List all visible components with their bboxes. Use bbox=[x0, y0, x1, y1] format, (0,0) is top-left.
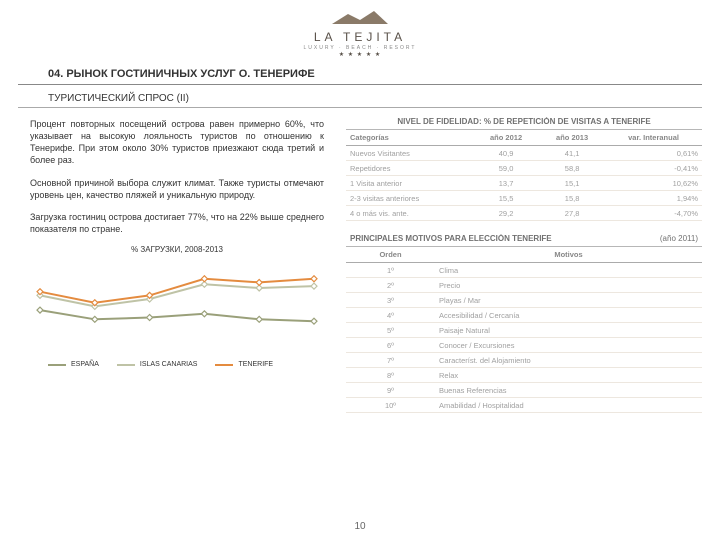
occupancy-line-chart bbox=[32, 258, 322, 353]
legend-item: ESPAÑA bbox=[48, 361, 99, 368]
chart-legend: ESPAÑA ISLAS CANARIAS TENERIFE bbox=[30, 361, 324, 368]
table-row: 6ºConocer / Excursiones bbox=[346, 338, 702, 353]
table-row: 10ºAmabilidad / Hospitalidad bbox=[346, 398, 702, 413]
legend-swatch bbox=[117, 364, 135, 366]
page-number: 10 bbox=[0, 521, 720, 532]
legend-swatch bbox=[48, 364, 66, 366]
table-row: 3ºPlayas / Mar bbox=[346, 293, 702, 308]
table2-title-row: PRINCIPALES MOTIVOS PARA ELECCIÓN TENERI… bbox=[346, 231, 702, 247]
left-column: Процент повторных посещений острова раве… bbox=[18, 112, 336, 413]
legend-label: ISLAS CANARIAS bbox=[140, 361, 198, 368]
table-row: Nuevos Visitantes40,941,10,61% bbox=[346, 146, 702, 161]
legend-item: ISLAS CANARIAS bbox=[117, 361, 198, 368]
section-subtitle: ТУРИСТИЧЕСКИЙ СПРОС (II) bbox=[18, 85, 702, 108]
brand-logo: LA TEJITA LUXURY · BEACH · RESORT ★ ★ ★ … bbox=[0, 0, 720, 58]
legend-label: ESPAÑA bbox=[71, 361, 99, 368]
table-row: 2ºPrecio bbox=[346, 278, 702, 293]
legend-item: TENERIFE bbox=[215, 361, 273, 368]
table-row: 5ºPaisaje Natural bbox=[346, 323, 702, 338]
content-columns: Процент повторных посещений острова раве… bbox=[0, 112, 720, 413]
table2-year: (año 2011) bbox=[660, 234, 698, 243]
table-row: 2-3 visitas anteriores15,515,81,94% bbox=[346, 191, 702, 206]
table-row: 4ºAccesibilidad / Cercanía bbox=[346, 308, 702, 323]
legend-label: TENERIFE bbox=[238, 361, 273, 368]
table1-title: NIVEL DE FIDELIDAD: % DE REPETICIÓN DE V… bbox=[346, 114, 702, 130]
table2-title: PRINCIPALES MOTIVOS PARA ELECCIÓN TENERI… bbox=[350, 234, 552, 243]
table-row: 9ºBuenas Referencias bbox=[346, 383, 702, 398]
paragraph-2: Основной причиной выбора служит климат. … bbox=[30, 177, 324, 201]
table-row: 1ºClima bbox=[346, 263, 702, 278]
paragraph-1: Процент повторных посещений острова раве… bbox=[30, 118, 324, 167]
right-column: NIVEL DE FIDELIDAD: % DE REPETICIÓN DE V… bbox=[346, 112, 702, 413]
paragraph-3: Загрузка гостиниц острова достигает 77%,… bbox=[30, 211, 324, 235]
table-row: 4 o más vis. ante.29,227,8-4,70% bbox=[346, 206, 702, 221]
logo-brand-text: LA TEJITA bbox=[0, 30, 720, 44]
logo-mountain-icon bbox=[330, 8, 390, 26]
motives-table: OrdenMotivos1ºClima2ºPrecio3ºPlayas / Ma… bbox=[346, 247, 702, 413]
logo-stars-icon: ★ ★ ★ ★ ★ bbox=[0, 51, 720, 58]
table-row: Repetidores59,058,8-0,41% bbox=[346, 161, 702, 176]
legend-swatch bbox=[215, 364, 233, 366]
table-row: 7ºCaracteríst. del Alojamiento bbox=[346, 353, 702, 368]
chart-title: % ЗАГРУЗКИ, 2008-2013 bbox=[30, 245, 324, 254]
table-row: 1 Visita anterior13,715,110,62% bbox=[346, 176, 702, 191]
section-title: 04. РЫНОК ГОСТИНИЧНЫХ УСЛУГ О. ТЕНЕРИФЕ bbox=[18, 58, 702, 85]
fidelity-table: Categoríasaño 2012año 2013var. Interanua… bbox=[346, 130, 702, 221]
table-row: 8ºRelax bbox=[346, 368, 702, 383]
